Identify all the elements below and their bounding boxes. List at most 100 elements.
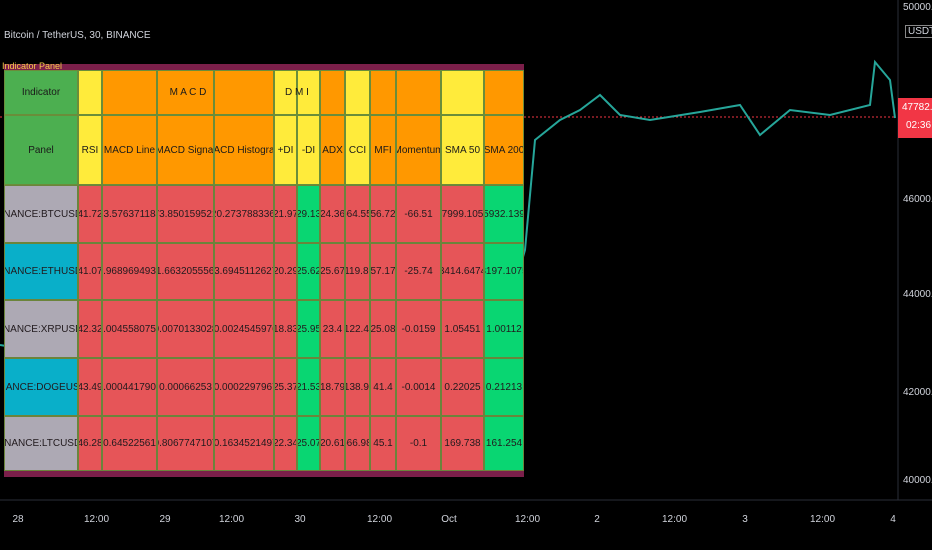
time-tick-label: 29 bbox=[159, 514, 171, 525]
value-cell: 25.62 bbox=[297, 243, 320, 300]
value-cell: -0.0024545976 bbox=[214, 300, 274, 358]
group-header: M A C D bbox=[169, 87, 207, 98]
value-cell: 1.00112 bbox=[484, 300, 524, 358]
value-cell: 25.67 bbox=[320, 243, 345, 300]
group-cell bbox=[274, 70, 297, 115]
symbol-cell: BINANCE:LTCUSDT bbox=[4, 416, 78, 471]
value-cell: 56.72 bbox=[370, 185, 396, 243]
symbol-cell: BINANCE:DOGEUSDT bbox=[4, 358, 78, 416]
value-cell: -66.98 bbox=[345, 416, 370, 471]
column-header: SMA 200 bbox=[484, 115, 524, 185]
value-cell: 0.8067747107 bbox=[157, 416, 214, 471]
symbol-title: Bitcoin / TetherUS, 30, BINANCE bbox=[4, 30, 151, 41]
value-cell: -119.81 bbox=[345, 243, 370, 300]
value-cell: 42.32 bbox=[78, 300, 102, 358]
column-header: SMA 50 bbox=[441, 115, 484, 185]
group-cell bbox=[484, 70, 524, 115]
time-tick-label: 28 bbox=[12, 514, 24, 525]
countdown: 02:36 bbox=[906, 120, 932, 131]
column-header: -DI bbox=[297, 115, 320, 185]
last-price-tag bbox=[898, 98, 932, 138]
value-cell: 25.37 bbox=[274, 358, 297, 416]
time-tick-label: 12:00 bbox=[662, 514, 688, 525]
group-header: D M I bbox=[285, 87, 309, 98]
value-cell: 57.17 bbox=[370, 243, 396, 300]
column-header: RSI bbox=[78, 115, 102, 185]
value-cell: 18.79 bbox=[320, 358, 345, 416]
time-tick-label: Oct bbox=[441, 514, 457, 525]
value-cell: 45.1 bbox=[370, 416, 396, 471]
price-tick-label: 46000.00 bbox=[903, 194, 932, 205]
price-tick-label: 44000.00 bbox=[903, 289, 932, 300]
value-cell: 20.29 bbox=[274, 243, 297, 300]
group-cell bbox=[78, 70, 102, 115]
value-cell: 23.4 bbox=[320, 300, 345, 358]
column-header: Momentum bbox=[396, 115, 441, 185]
symbol-cell: BINANCE:XRPUSDT bbox=[4, 300, 78, 358]
value-cell: 0.64522561 bbox=[102, 416, 157, 471]
value-cell: 0.22025 bbox=[441, 358, 484, 416]
value-cell: 25.07 bbox=[297, 416, 320, 471]
value-cell: -0.0014 bbox=[396, 358, 441, 416]
value-cell: -0.0002297967 bbox=[214, 358, 274, 416]
value-cell: 3197.1075 bbox=[484, 243, 524, 300]
group-cell bbox=[320, 70, 345, 115]
value-cell: 22.34 bbox=[274, 416, 297, 471]
last-price: 47782.69 bbox=[902, 102, 932, 113]
value-cell: 43.49 bbox=[78, 358, 102, 416]
value-cell: 0.21213 bbox=[484, 358, 524, 416]
time-tick-label: 30 bbox=[294, 514, 306, 525]
value-cell: -20.2737883367 bbox=[214, 185, 274, 243]
unit-label: USDT bbox=[905, 25, 932, 38]
value-cell: 25.08 bbox=[370, 300, 396, 358]
column-header: MACD Histogram bbox=[214, 115, 274, 185]
time-tick-label: 12:00 bbox=[515, 514, 541, 525]
group-cell bbox=[345, 70, 370, 115]
value-cell: 1.05451 bbox=[441, 300, 484, 358]
group-header: Indicator bbox=[21, 87, 61, 98]
value-cell: 25.95 bbox=[297, 300, 320, 358]
value-cell: 21.97 bbox=[274, 185, 297, 243]
group-cell bbox=[370, 70, 396, 115]
group-cell bbox=[102, 70, 157, 115]
time-tick-label: 4 bbox=[890, 514, 896, 525]
panel-title: Indicator Panel bbox=[2, 61, 63, 71]
time-tick-label: 2 bbox=[594, 514, 600, 525]
value-cell: -138.95 bbox=[345, 358, 370, 416]
value-cell: -122.47 bbox=[345, 300, 370, 358]
value-cell: -3.6945112627 bbox=[214, 243, 274, 300]
time-tick-label: 12:00 bbox=[367, 514, 393, 525]
value-cell: -66.51 bbox=[396, 185, 441, 243]
column-header: MACD Signal bbox=[157, 115, 214, 185]
column-header: CCI bbox=[345, 115, 370, 185]
time-tick-label: 12:00 bbox=[810, 514, 836, 525]
column-header: MACD Line bbox=[102, 115, 157, 185]
column-header: Panel bbox=[4, 115, 78, 185]
value-cell: 169.738 bbox=[441, 416, 484, 471]
value-cell: -0.1 bbox=[396, 416, 441, 471]
symbol-cell: BINANCE:BTCUSDT bbox=[4, 185, 78, 243]
value-cell: 173.8501595216 bbox=[157, 185, 214, 243]
symbol-cell: BINANCE:ETHUSDT bbox=[4, 243, 78, 300]
time-tick-label: 3 bbox=[742, 514, 748, 525]
price-tick-label: 40000.00 bbox=[903, 475, 932, 486]
value-cell: 0.0004417903 bbox=[102, 358, 157, 416]
value-cell: 18.83 bbox=[274, 300, 297, 358]
value-cell: 46.28 bbox=[78, 416, 102, 471]
value-cell: 41.4 bbox=[370, 358, 396, 416]
value-cell: 21.53 bbox=[297, 358, 320, 416]
group-cell bbox=[4, 70, 78, 115]
time-tick-label: 12:00 bbox=[219, 514, 245, 525]
group-cell bbox=[297, 70, 320, 115]
value-cell: -0.1634521497 bbox=[214, 416, 274, 471]
group-cell bbox=[214, 70, 274, 115]
value-cell: 0.0045580753 bbox=[102, 300, 157, 358]
price-tick-label: 50000.00 bbox=[903, 2, 932, 13]
value-cell: 11.6632055565 bbox=[157, 243, 214, 300]
column-header: MFI bbox=[370, 115, 396, 185]
price-tick-label: 42000.00 bbox=[903, 387, 932, 398]
column-header: +DI bbox=[274, 115, 297, 185]
column-header: ADX bbox=[320, 115, 345, 185]
